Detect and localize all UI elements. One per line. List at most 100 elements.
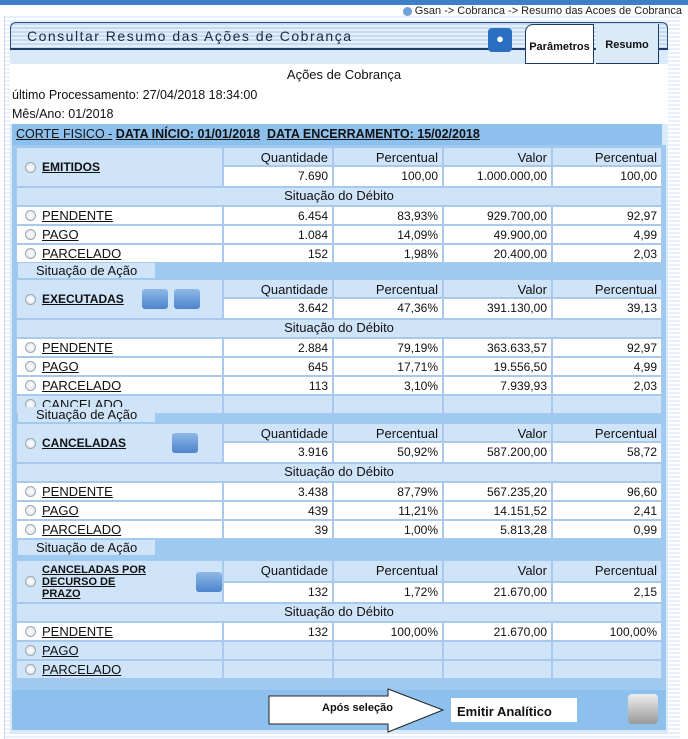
corte-header: CORTE FISICO - DATA INÍCIO: 01/01/2018 D… [12, 124, 662, 146]
radio-button[interactable] [25, 626, 36, 637]
debito-value: 2,03 [552, 244, 662, 263]
debito-value: 5.813,28 [443, 520, 552, 539]
situacao-debito-label: Situação do Débito [16, 319, 662, 338]
section-heading: Ações de Cobrança [286, 67, 402, 82]
table-row: PAGO 1.084 14,09% 49.900,00 4,99 [16, 225, 662, 244]
label: último Processamento: [12, 88, 140, 102]
debito-value: 14.151,52 [443, 501, 552, 520]
table-row: PAGO 645 17,71% 19.556,50 4,99 [16, 357, 662, 376]
folder-icon[interactable] [141, 289, 168, 309]
debito-link[interactable]: PENDENTE [42, 208, 113, 223]
debito-link[interactable]: PARCELADO [42, 246, 122, 261]
summary-value: 21.670,00 [443, 582, 552, 603]
radio-button[interactable] [25, 505, 36, 516]
radio-button[interactable] [25, 524, 36, 535]
summary-value: 587.200,00 [443, 442, 552, 463]
debito-link[interactable]: PENDENTE [42, 484, 113, 499]
section-link[interactable]: CANCELADAS [42, 436, 126, 450]
situacao-debito-label: Situação do Débito [16, 603, 662, 622]
radio-button[interactable] [25, 576, 36, 587]
summary-value: 1,72% [333, 582, 443, 603]
debito-link[interactable]: PARCELADO [42, 378, 122, 393]
column-header: Quantidade [223, 147, 333, 166]
section-link[interactable]: EMITIDOS [42, 160, 101, 174]
chat-icon[interactable]: ● [488, 28, 512, 52]
table-row: PENDENTE 2.884 79,19% 363.633,57 92,97 [16, 338, 662, 357]
column-header: Valor [443, 423, 552, 442]
debito-link[interactable]: PARCELADO [42, 522, 122, 537]
radio-button[interactable] [25, 380, 36, 391]
radio-button[interactable] [25, 229, 36, 240]
debito-value: 439 [223, 501, 333, 520]
radio-button[interactable] [25, 248, 36, 259]
arrow-label: Após seleção [322, 702, 393, 714]
debito-link[interactable]: PAGO [42, 503, 79, 518]
emitir-analitico-button[interactable]: Emitir Analítico [451, 698, 577, 722]
debito-link[interactable]: PENDENTE [42, 340, 113, 355]
value: 27/04/2018 18:34:00 [142, 88, 258, 102]
ultimo-processamento: último Processamento: 27/04/2018 18:34:0… [12, 88, 257, 102]
summary-value: 132 [223, 582, 333, 603]
help-icon[interactable] [402, 6, 412, 16]
debito-link[interactable]: PAGO [42, 359, 79, 374]
debito-label: PARCELADO [16, 244, 223, 263]
printer-icon[interactable] [628, 694, 658, 724]
debito-value: 14,09% [333, 225, 443, 244]
debito-value: 100,00% [552, 622, 662, 641]
debito-label: PENDENTE [16, 482, 223, 501]
debito-value: 83,93% [333, 206, 443, 225]
table-row: PAGO 439 11,21% 14.151,52 2,41 [16, 501, 662, 520]
debito-value: 92,97 [552, 338, 662, 357]
debito-link[interactable]: PAGO [42, 227, 79, 242]
column-header: Percentual [552, 423, 662, 442]
radio-button[interactable] [25, 342, 36, 353]
table-row: PENDENTE 3.438 87,79% 567.235,20 96,60 [16, 482, 662, 501]
arrow-icon [268, 688, 445, 733]
debito-value: 4,99 [552, 225, 662, 244]
debito-value [443, 660, 552, 679]
column-header: Percentual [552, 279, 662, 298]
debito-label: PAGO [16, 641, 223, 660]
debito-link[interactable]: PARCELADO [42, 662, 122, 677]
column-header: Percentual [333, 423, 443, 442]
tab-parametros[interactable]: Parâmetros [525, 24, 594, 64]
radio-button[interactable] [25, 437, 36, 449]
summary-value[interactable]: 7.690 [223, 166, 333, 187]
radio-button[interactable] [25, 645, 36, 656]
debito-value [223, 660, 333, 679]
tab-resumo[interactable]: Resumo [596, 24, 659, 64]
column-header: Quantidade [223, 423, 333, 442]
debito-value: 17,71% [333, 357, 443, 376]
debito-value: 79,19% [333, 338, 443, 357]
debito-link[interactable]: PAGO [42, 643, 79, 658]
summary-row: 3.642 47,36% 391.130,00 39,13 [16, 298, 662, 319]
debito-label: PAGO [16, 225, 223, 244]
debito-value: 6.454 [223, 206, 333, 225]
radio-button[interactable] [25, 293, 36, 305]
radio-button[interactable] [25, 161, 36, 173]
section-link[interactable]: CANCELADAS POR DECURSO DE PRAZO [42, 563, 146, 600]
radio-button[interactable] [25, 361, 36, 372]
summary-value: 3.916 [223, 442, 333, 463]
acao-name: CORTE FISICO - [16, 127, 113, 141]
radio-button[interactable] [25, 486, 36, 497]
column-header-row: Quantidade Percentual Valor Percentual [16, 279, 662, 298]
section-2-label: CANCELADAS [16, 423, 223, 463]
folder-icon[interactable] [196, 571, 222, 592]
folder-icon[interactable] [172, 433, 198, 453]
debito-value: 7.939,93 [443, 376, 552, 395]
debito-value: 3.438 [223, 482, 333, 501]
column-header: Valor [443, 147, 552, 166]
table-row: PARCELADO 113 3,10% 7.939,93 2,03 [16, 376, 662, 395]
label: Mês/Ano: [12, 107, 65, 121]
folder-icon[interactable] [173, 289, 200, 309]
section-link[interactable]: EXECUTADAS [42, 292, 124, 306]
debito-label: PENDENTE [16, 338, 223, 357]
column-header: Percentual [333, 147, 443, 166]
radio-button[interactable] [25, 210, 36, 221]
page-title: Consultar Resumo das Ações de Cobrança [27, 28, 353, 44]
radio-button[interactable] [25, 664, 36, 675]
debito-value [333, 641, 443, 660]
debito-link[interactable]: PENDENTE [42, 624, 113, 639]
debito-value: 2.884 [223, 338, 333, 357]
